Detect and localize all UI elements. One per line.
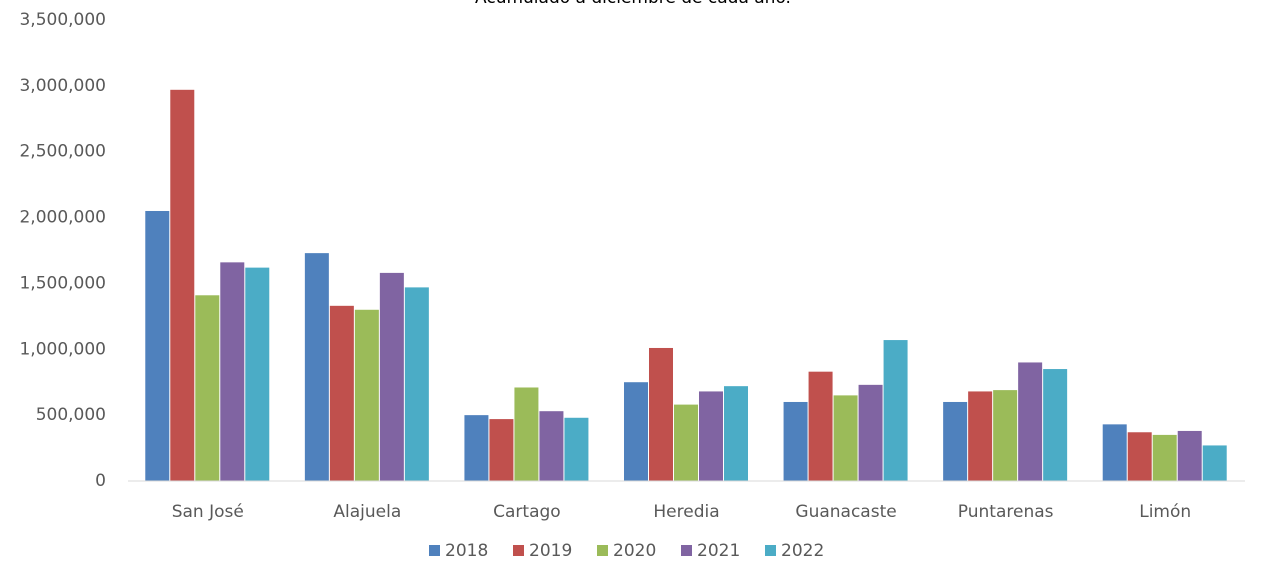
bar [968,391,993,481]
bar [943,401,968,481]
bar [329,305,354,481]
bar [1177,430,1202,481]
bar [170,89,195,482]
bar [699,391,723,481]
legend-swatch [429,545,440,556]
bar [1102,424,1127,481]
bar [145,210,170,481]
legend-swatch [513,545,524,556]
bar [245,267,270,481]
bar [379,272,404,481]
y-tick-label: 3,500,000 [19,10,106,30]
x-tick-label: Puntarenas [958,502,1054,522]
x-tick-label: Alajuela [333,502,401,522]
bar [564,417,589,481]
bar [674,404,698,481]
legend-label: 2019 [529,541,572,561]
y-tick-label: 3,000,000 [19,76,106,96]
bar [404,287,429,481]
bar [514,387,539,481]
y-tick-label: 1,000,000 [19,339,106,359]
bar [833,395,858,481]
legend-swatch [681,545,692,556]
bar [195,295,220,481]
bar [783,401,808,481]
legend-label: 2021 [697,541,740,561]
legend-swatch [765,545,776,556]
bar [489,419,514,481]
bar [304,253,329,481]
bar [858,384,883,481]
x-tick-label: Heredia [653,502,719,522]
bar [464,415,489,481]
x-tick-label: Cartago [493,502,561,522]
y-tick-label: 500,000 [36,405,106,425]
bar [724,386,748,481]
x-tick-label: San José [172,502,244,522]
bar [1043,369,1068,481]
y-tick-label: 2,500,000 [19,142,106,162]
chart-subtitle: Acumulado a diciembre de cada año. [475,0,791,8]
bar [993,390,1018,481]
bar [1018,362,1043,481]
legend-label: 2022 [781,541,824,561]
x-tick-label: Limón [1139,502,1191,522]
bar [220,262,245,481]
bar [649,347,673,481]
legend-label: 2018 [445,541,488,561]
legend-label: 2020 [613,541,656,561]
legend-swatch [597,545,608,556]
bar [354,309,379,481]
y-tick-label: 0 [95,471,106,491]
bar [1202,445,1227,481]
bar [624,382,648,481]
bar [539,411,564,481]
bar [1127,432,1152,481]
bar [1152,434,1177,481]
bar [808,371,833,481]
y-tick-label: 2,000,000 [19,208,106,228]
x-tick-label: Guanacaste [795,502,896,522]
y-tick-label: 1,500,000 [19,273,106,293]
bar [883,340,908,481]
